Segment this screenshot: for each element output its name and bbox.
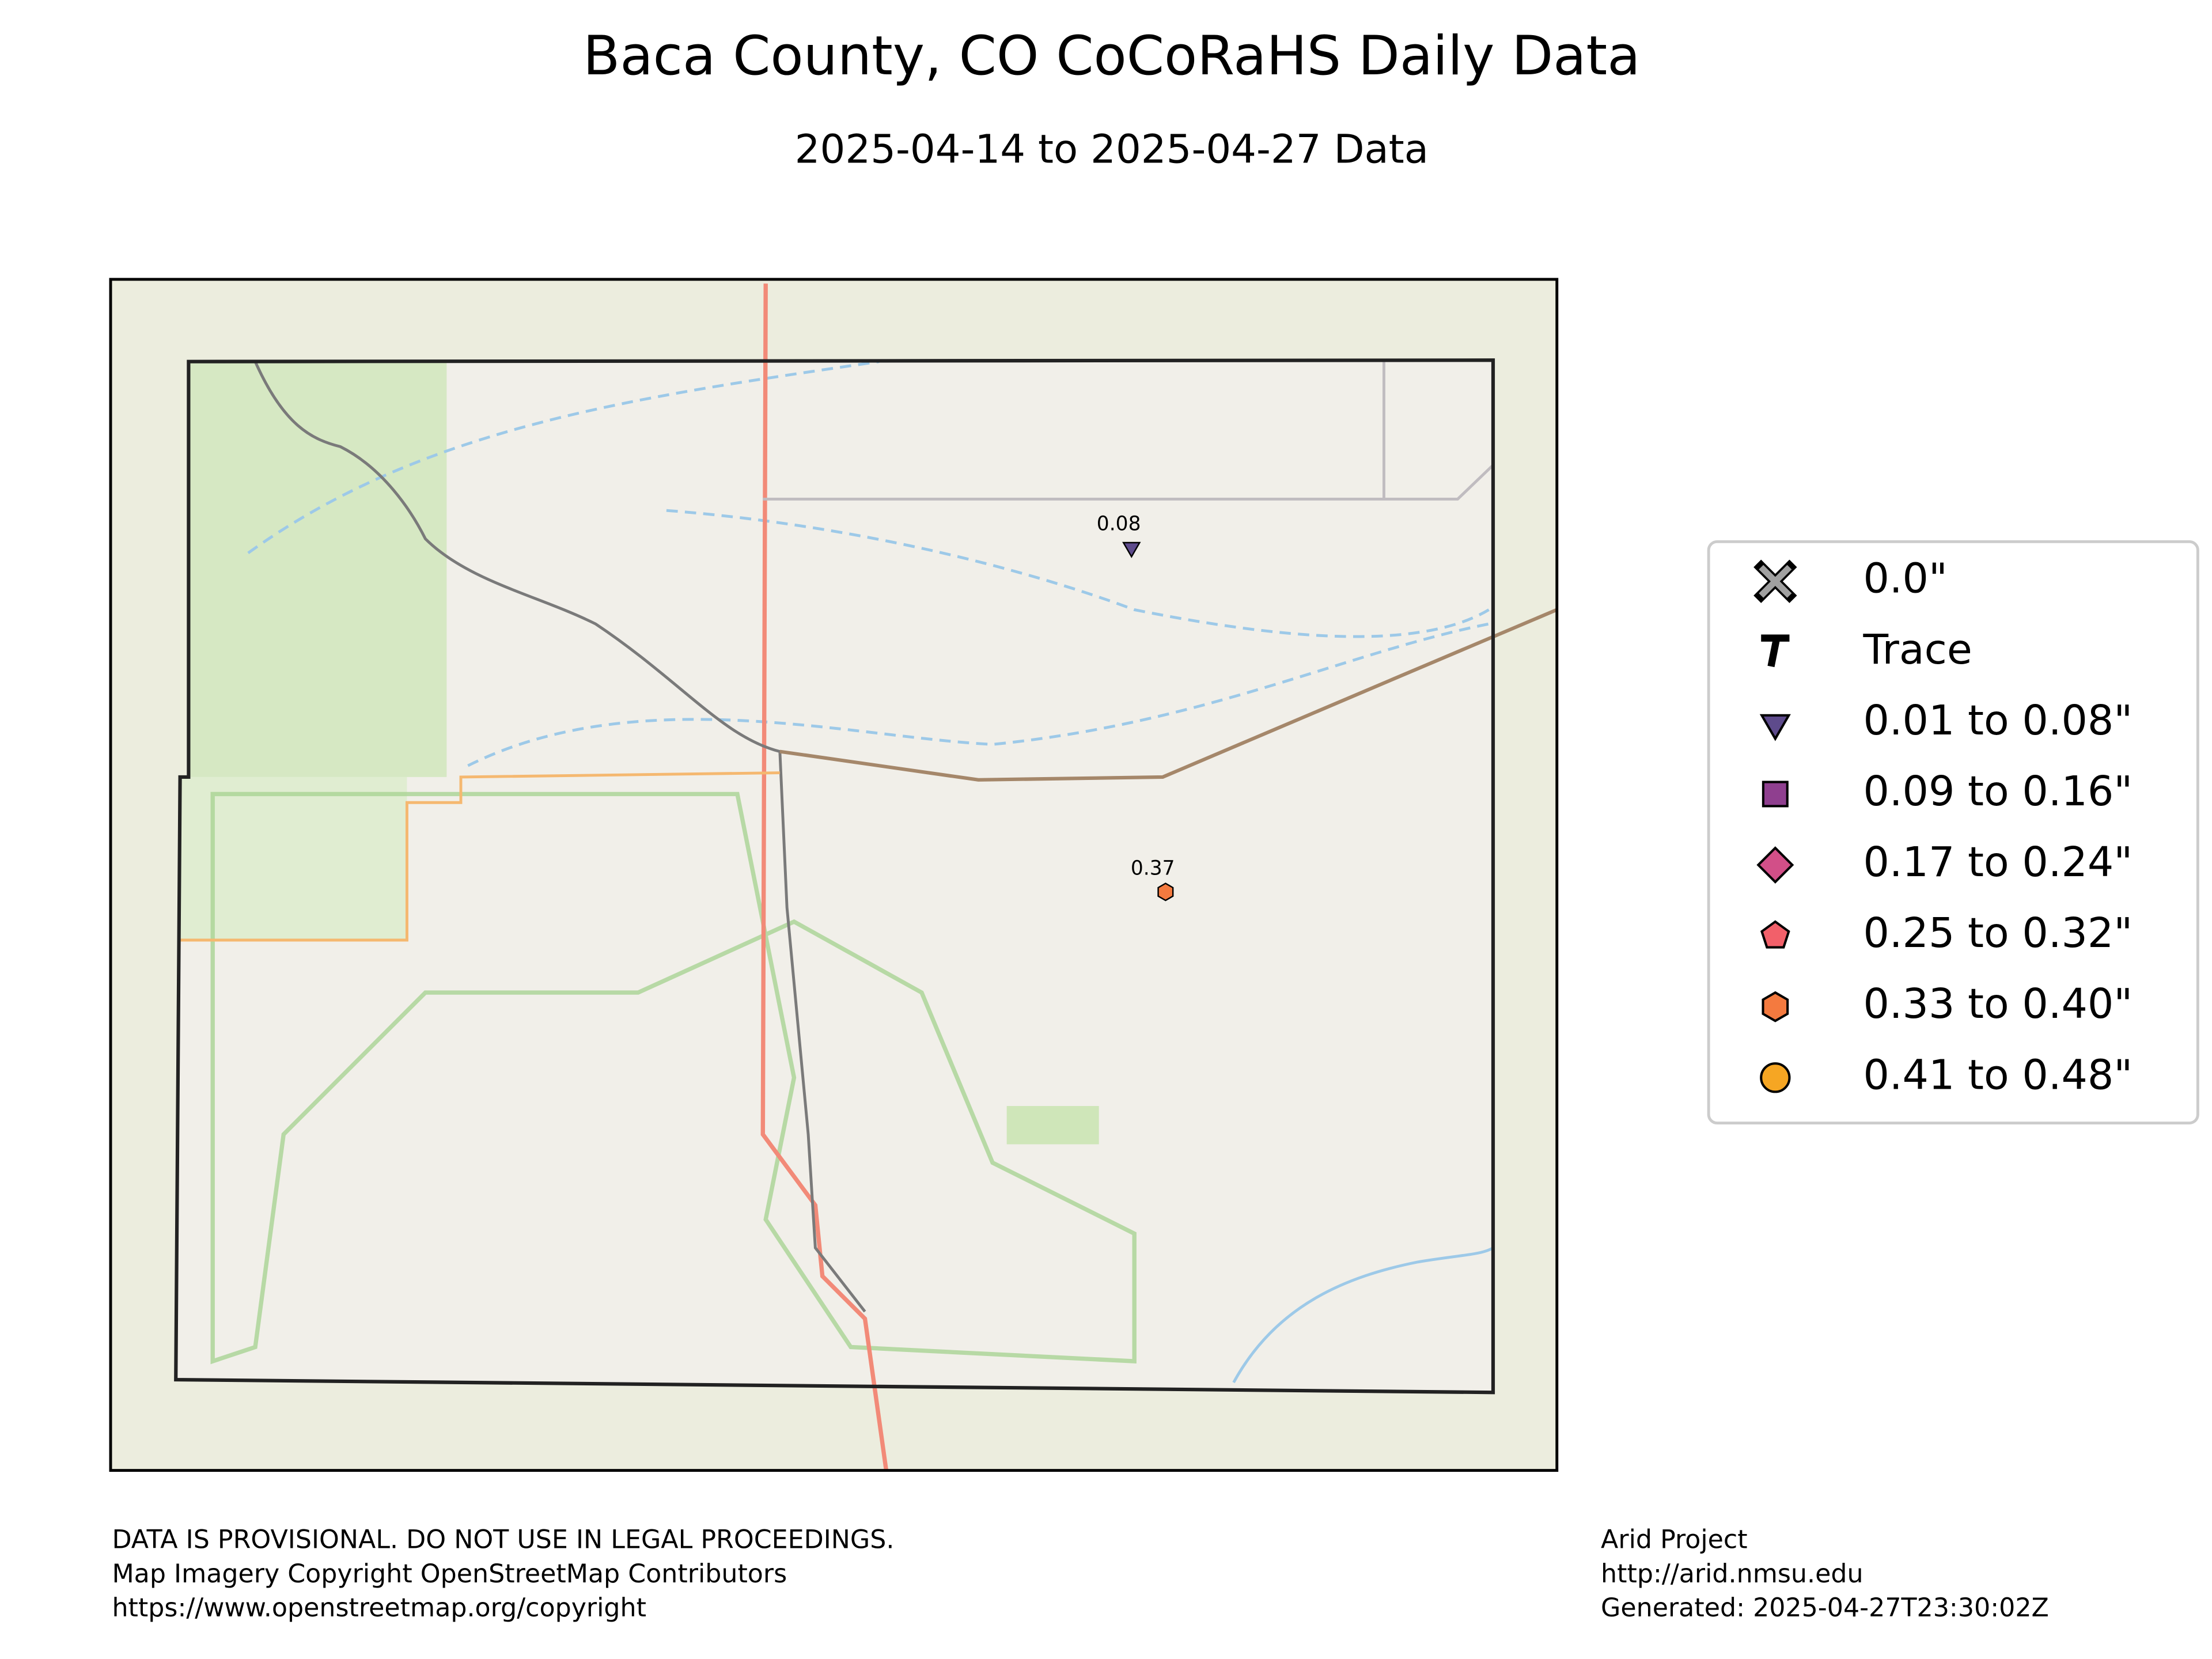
marker-shape [1761, 634, 1790, 668]
legend-label: 0.25 to 0.32" [1863, 909, 2133, 957]
road [779, 608, 1558, 782]
marker [1753, 559, 1797, 603]
legend-label: 0.33 to 0.40" [1863, 980, 2133, 1028]
marker [1122, 541, 1141, 558]
legend-label: 0.09 to 0.16" [1863, 767, 2133, 815]
legend-label: Trace [1862, 626, 1972, 673]
footer-text: Arid Project [1601, 1525, 1748, 1555]
highway [760, 283, 889, 1471]
footer-text: Generated: 2025-04-27T23:30:02Z [1601, 1593, 2049, 1623]
grassland [180, 777, 407, 940]
map [109, 278, 1559, 1472]
subtitle: 2025-04-14 to 2025-04-27 Data [795, 126, 1429, 172]
marker [1760, 920, 1790, 949]
marker-shape [1759, 714, 1791, 741]
marker-shape [1157, 882, 1174, 902]
marker-shape [1756, 846, 1794, 884]
legend-label: 0.01 to 0.08" [1863, 696, 2133, 744]
marker-shape [1762, 991, 1789, 1022]
county-boundary [174, 358, 1495, 1395]
legend-label: 0.41 to 0.48" [1863, 1051, 2133, 1099]
marker [1756, 846, 1794, 884]
marker [1762, 781, 1789, 808]
marker [1157, 882, 1174, 902]
marker-shape [1759, 565, 1792, 598]
title: Baca County, CO CoCoRaHS Daily Data [583, 25, 1640, 88]
grassland [1006, 1106, 1099, 1145]
footer-text: DATA IS PROVISIONAL. DO NOT USE IN LEGAL… [112, 1525, 894, 1555]
footer-text: https://www.openstreetmap.org/copyright [112, 1593, 646, 1623]
footer-text: http://arid.nmsu.edu [1601, 1559, 1863, 1589]
boundary [763, 360, 1494, 501]
road [253, 361, 866, 1313]
stream [1232, 1247, 1494, 1384]
stream [247, 360, 880, 554]
footer-text: Map Imagery Copyright OpenStreetMap Cont… [112, 1559, 787, 1589]
marker-shape [1760, 920, 1790, 949]
marker-shape [1760, 1062, 1791, 1093]
grassland [188, 361, 447, 777]
legend-label: 0.0" [1863, 555, 1947, 603]
marker [1759, 714, 1791, 741]
station-label: 0.08 [1097, 512, 1141, 535]
map-frame [109, 278, 1559, 1472]
marker-shape [1762, 781, 1789, 808]
boundary [180, 771, 780, 942]
station-label: 0.37 [1131, 857, 1175, 880]
legend-label: 0.17 to 0.24" [1863, 838, 2133, 886]
marker [1761, 634, 1790, 668]
marker-shape [1122, 541, 1141, 558]
marker [1760, 1062, 1791, 1093]
county-area [176, 360, 1494, 1393]
marker [1762, 991, 1789, 1022]
legend [1707, 540, 2199, 1124]
stream [666, 509, 1490, 638]
grassland-outline [210, 791, 1137, 1365]
